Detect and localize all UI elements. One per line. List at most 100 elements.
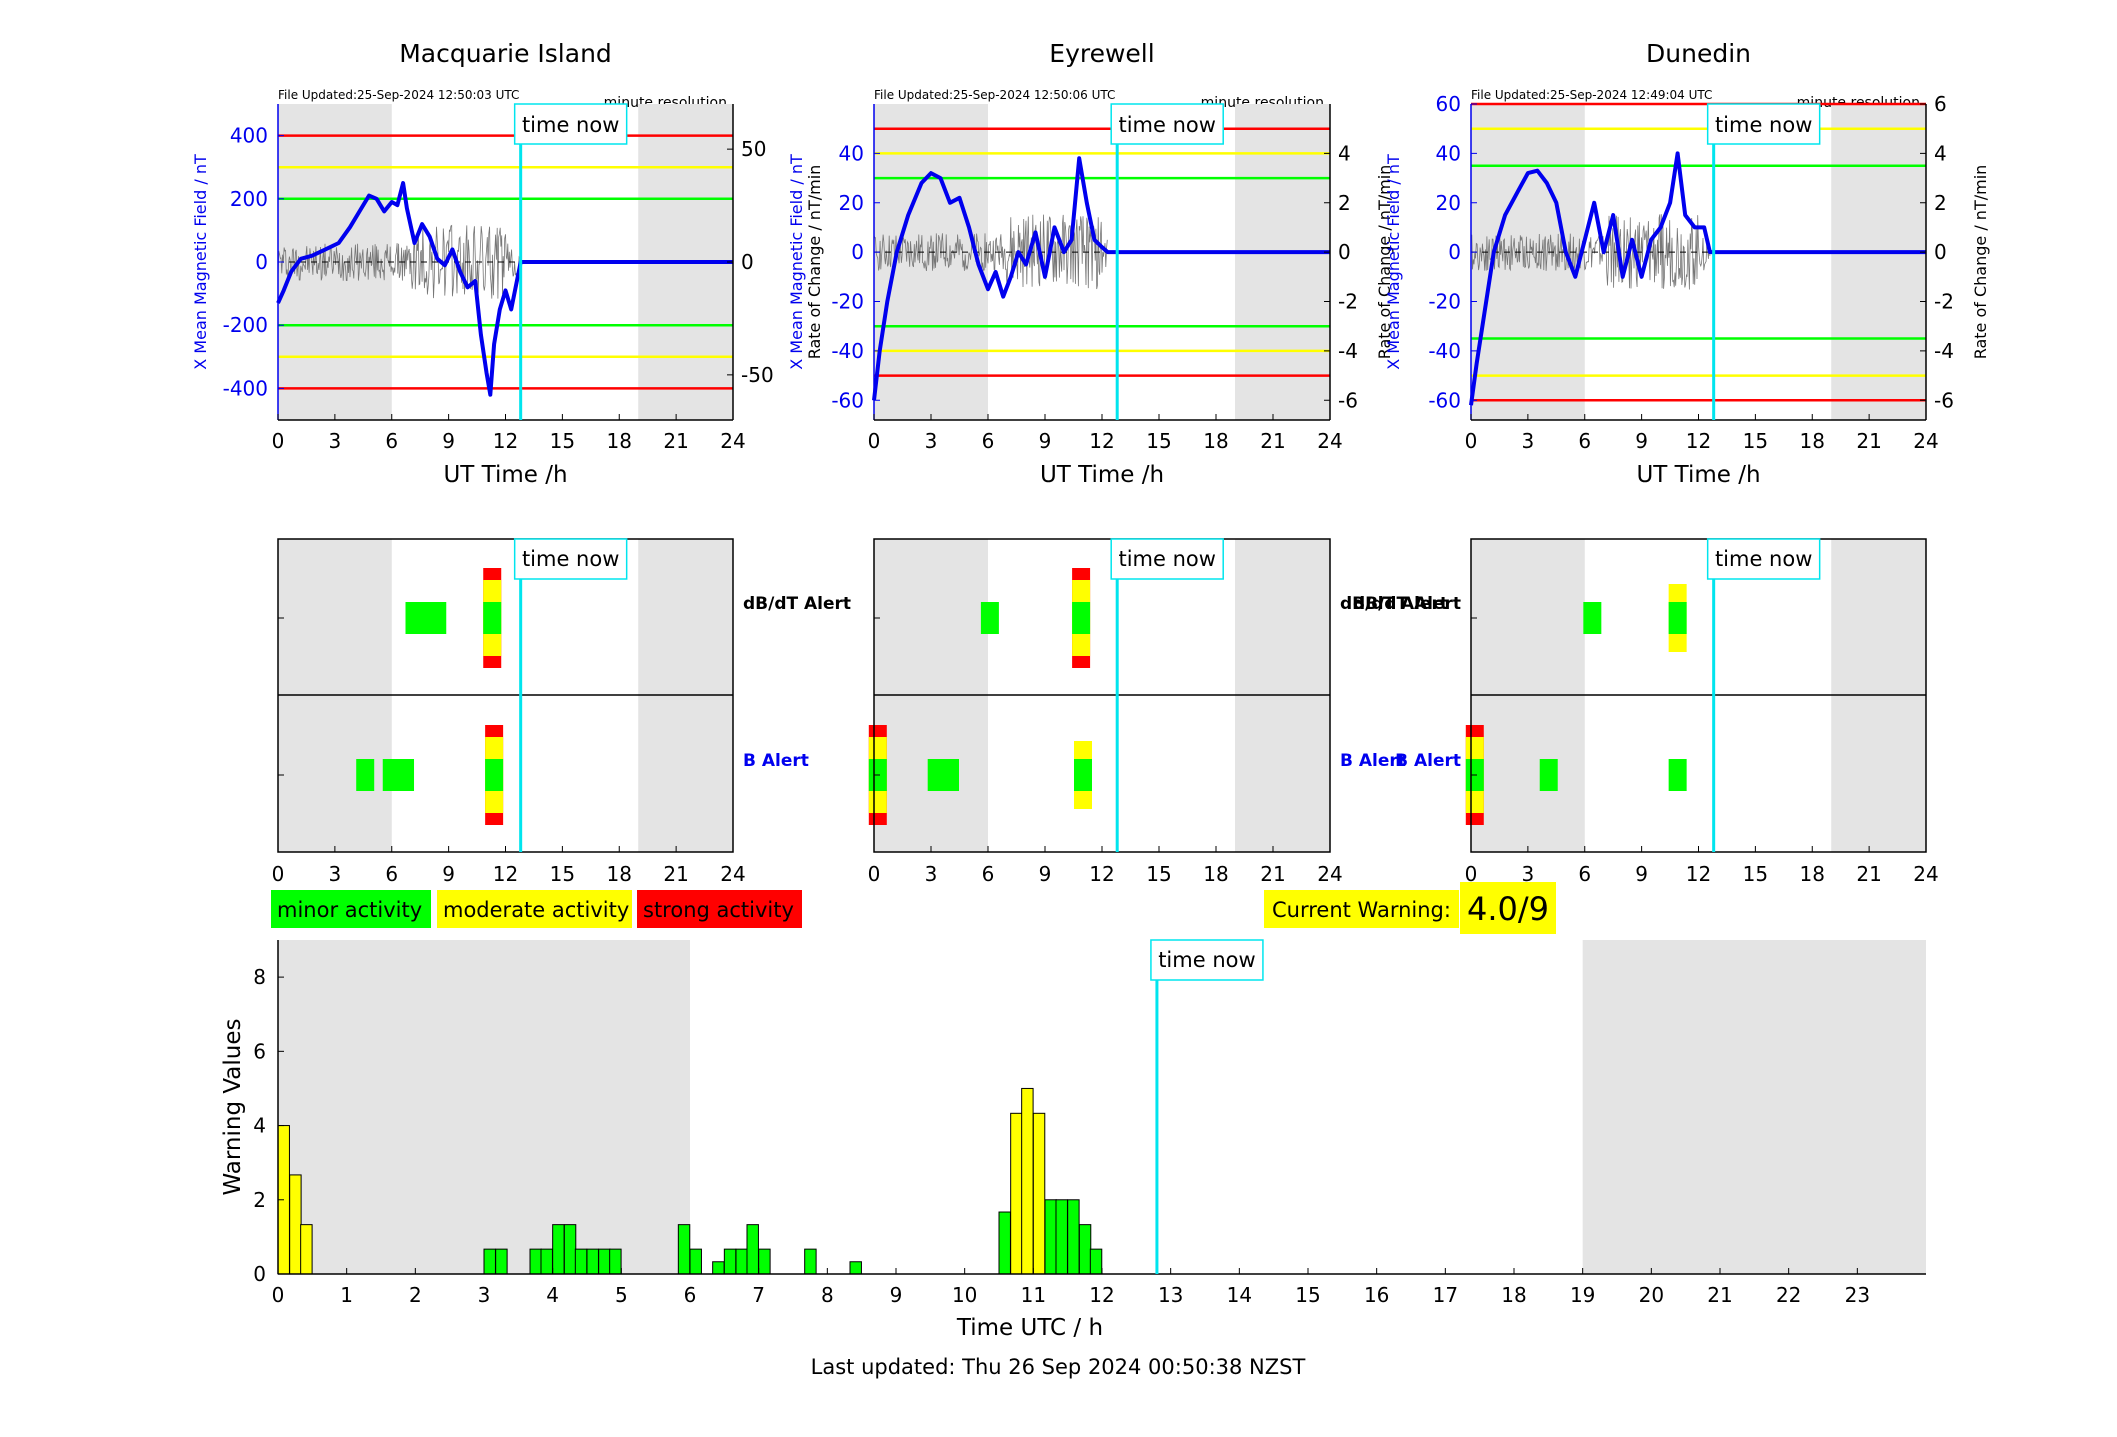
x-tick-label: 0 [272,862,285,886]
warning-bar [1032,1112,1046,1275]
alert-block-green [1583,602,1602,634]
alert-block-green [396,759,415,791]
left-axis-label: X Mean Magnetic Field / nT [1384,154,1403,370]
time-now-label: time now [522,547,619,571]
alert-panel: 0 3 6 9 12 15 18 21 24 dB/dT Alert B Alert time now [1353,538,1939,886]
x-tick-label: 11 [1021,1283,1046,1307]
right-tick-label: -4 [1934,339,1954,363]
magnetic-field-trace [1469,151,1926,406]
warning-bar [540,1248,553,1275]
left-tick-label: -200 [223,313,268,337]
alert-block-green [485,759,504,791]
warning-bar [563,1224,577,1275]
left-tick-label: 200 [230,187,268,211]
time-now-box [1150,939,1264,981]
rate-of-change-trace [873,214,1108,290]
right-tick-label: 0 [1934,240,1947,264]
warning-bar [1067,1199,1080,1275]
x-tick-label: 20 [1639,1283,1664,1307]
station-title: Macquarie Island [399,39,612,68]
x-tick-label: 15 [1743,429,1768,453]
x-tick-label: 3 [1522,862,1535,886]
x-tick-label: 0 [1465,429,1478,453]
warning-bar [735,1248,748,1275]
time-now-box [1706,538,1821,580]
x-tick-label: 6 [1578,429,1591,453]
x-tick-label: 24 [720,862,745,886]
b-alert-label: B Alert [1340,751,1406,771]
rate-of-change-trace [1470,214,1711,290]
x-tick-label: 14 [1227,1283,1252,1307]
x-tick-label: 15 [1743,862,1768,886]
warning-bar [1044,1199,1057,1275]
x-tick-label: 12 [493,429,518,453]
left-axis-label: X Mean Magnetic Field / nT [787,154,806,370]
right-tick-label: 4 [1338,141,1351,165]
alert-block-green [980,602,999,634]
alert-panel: 0 3 6 9 12 15 18 21 24 dB/dT Alert B Alert time now [868,538,1448,886]
right-tick-label: 4 [1934,141,1947,165]
night-band [1831,104,1926,420]
left-tick-label: 40 [1436,141,1461,165]
rate-axis-label: Rate of Change / nT/min [1971,165,1990,360]
x-tick-label: 17 [1433,1283,1458,1307]
alert-block-green [1072,602,1091,634]
y-tick-label: 2 [253,1188,266,1212]
time-now-box [1110,538,1224,580]
x-tick-label: 10 [952,1283,977,1307]
x-tick-label: 8 [821,1283,834,1307]
x-tick-label: 4 [546,1283,559,1307]
x-tick-label: 12 [493,862,518,886]
b-alert-label: B Alert [743,751,809,771]
x-tick-label: 24 [1317,862,1342,886]
alert-block-green [1074,759,1092,791]
x-tick-label: 12 [1089,1283,1114,1307]
right-tick-label: 0 [1338,240,1351,264]
x-tick-label: 18 [607,429,632,453]
x-tick-label: 9 [890,1283,903,1307]
rate-of-change-trace [277,224,522,299]
x-tick-label: 13 [1158,1283,1183,1307]
x-tick-label: 3 [478,1283,491,1307]
x-tick-label: 18 [1501,1283,1526,1307]
rate-axis-label-left: Rate of Change / nT/min [805,165,824,360]
left-tick-label: -20 [831,290,864,314]
left-tick-label: 0 [851,240,864,264]
warning-bar [1089,1248,1103,1275]
left-tick-label: -40 [1428,339,1461,363]
time-now-label: time now [1715,547,1812,571]
file-updated-text: File Updated:25-Sep-2024 12:49:04 UTC [1471,88,1712,102]
x-tick-label: 24 [1913,429,1938,453]
x-tick-label: 18 [1203,862,1228,886]
time-now-box [1110,103,1224,145]
x-tick-label: 0 [868,862,881,886]
legend-label-minor: minor activity [277,898,422,922]
x-axis-label: UT Time /h [1040,462,1164,488]
b-alert-label-left: B Alert [1395,751,1461,771]
x-axis-label: UT Time /h [1636,462,1760,488]
x-tick-label: 21 [663,862,688,886]
y-tick-label: 4 [253,1114,266,1138]
left-tick-label: -40 [831,339,864,363]
x-tick-label: 3 [329,429,342,453]
x-tick-label: 21 [663,429,688,453]
legend-label-strong: strong activity [643,898,794,922]
right-tick-label: -50 [741,363,774,387]
x-tick-label: 21 [1856,862,1881,886]
alert-panel: 0 3 6 9 12 15 18 21 24 dB/dT Alert B Alert time now [272,538,851,886]
right-tick-label: 50 [741,137,766,161]
x-tick-label: 9 [442,862,455,886]
right-tick-label: 2 [1338,191,1351,215]
db-alert-label: dB/dT Alert [1340,594,1448,614]
x-tick-label: 15 [550,429,575,453]
x-tick-label: 3 [1522,429,1535,453]
alert-block-green [356,759,375,791]
warning-bar [289,1174,302,1275]
x-tick-label: 7 [752,1283,765,1307]
x-tick-label: 6 [385,429,398,453]
x-tick-label: 0 [272,429,285,453]
warning-bar [495,1248,508,1275]
time-now-label: time now [522,113,619,137]
night-band [1235,104,1330,420]
file-updated-text: File Updated:25-Sep-2024 12:50:06 UTC [874,88,1115,102]
